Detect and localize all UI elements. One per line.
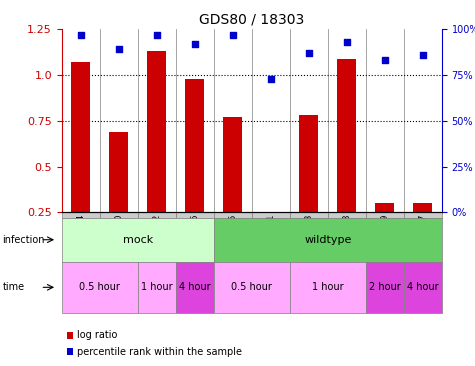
Point <box>229 32 237 38</box>
Bar <box>375 203 394 258</box>
Text: mock: mock <box>123 235 153 245</box>
Point <box>267 76 275 82</box>
Text: 1 hour: 1 hour <box>312 282 343 292</box>
Bar <box>337 59 356 258</box>
Bar <box>147 51 166 258</box>
Text: 0.5 hour: 0.5 hour <box>79 282 120 292</box>
Point <box>153 32 161 38</box>
Point <box>191 41 199 47</box>
Text: log ratio: log ratio <box>77 330 118 340</box>
Bar <box>109 132 128 258</box>
Text: 4 hour: 4 hour <box>407 282 438 292</box>
Text: time: time <box>2 282 25 292</box>
Bar <box>261 216 280 258</box>
Point <box>115 46 123 52</box>
Text: infection: infection <box>2 235 45 245</box>
Bar <box>223 117 242 258</box>
Text: 4 hour: 4 hour <box>179 282 210 292</box>
Title: GDS80 / 18303: GDS80 / 18303 <box>199 13 304 27</box>
Point <box>381 57 389 63</box>
Point <box>419 52 427 58</box>
Bar <box>413 203 432 258</box>
Point <box>343 39 351 45</box>
Text: 1 hour: 1 hour <box>141 282 172 292</box>
Text: percentile rank within the sample: percentile rank within the sample <box>77 347 242 357</box>
Text: 2 hour: 2 hour <box>369 282 400 292</box>
Point <box>305 50 313 56</box>
Bar <box>299 115 318 258</box>
Text: 0.5 hour: 0.5 hour <box>231 282 272 292</box>
Point <box>77 32 85 38</box>
Bar <box>71 62 90 258</box>
Text: wildtype: wildtype <box>304 235 352 245</box>
Bar <box>185 79 204 258</box>
